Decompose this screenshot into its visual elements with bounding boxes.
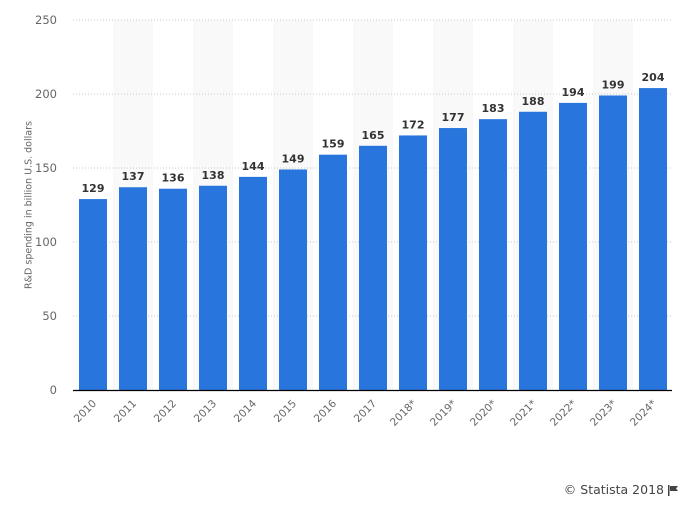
- bar[interactable]: [319, 154, 347, 390]
- x-tick-label: 2019*: [428, 398, 459, 429]
- copyright-text[interactable]: © Statista 2018: [563, 482, 664, 497]
- bar[interactable]: [639, 88, 667, 390]
- y-tick-label: 50: [42, 309, 57, 323]
- y-tick-label: 0: [50, 383, 57, 397]
- y-tick-label: 250: [35, 13, 57, 27]
- y-axis-label: R&D spending in billion U.S. dollars: [23, 121, 35, 289]
- x-tick-label: 2018*: [388, 398, 419, 429]
- bar-value-label: 194: [562, 86, 585, 99]
- bar[interactable]: [479, 119, 507, 390]
- bar-value-label: 138: [202, 169, 225, 182]
- bar-value-label: 149: [282, 152, 305, 165]
- flag-icon[interactable]: [668, 484, 678, 496]
- y-tick-label: 150: [35, 161, 57, 175]
- bar-value-label: 165: [362, 129, 385, 142]
- x-tick-label: 2022*: [548, 398, 579, 429]
- x-tick-label: 2023*: [588, 398, 619, 429]
- bar-value-label: 144: [242, 160, 265, 173]
- x-tick-label: 2014: [232, 397, 260, 425]
- bar-value-label: 199: [602, 78, 625, 91]
- bar[interactable]: [119, 187, 147, 390]
- bar-value-label: 136: [162, 172, 185, 185]
- bar-value-label: 188: [522, 95, 545, 108]
- x-tick-label: 2015: [272, 398, 299, 425]
- bar[interactable]: [359, 145, 387, 390]
- y-tick-label: 200: [35, 87, 57, 101]
- x-tick-label: 2024*: [628, 398, 659, 429]
- bar[interactable]: [79, 199, 107, 390]
- bar[interactable]: [399, 135, 427, 390]
- x-tick-label: 2012: [152, 398, 179, 425]
- x-tick-label: 2021*: [508, 398, 539, 429]
- x-tick-label: 2011: [112, 398, 139, 425]
- bar-value-label: 183: [482, 102, 505, 115]
- bar[interactable]: [599, 95, 627, 390]
- bar-value-label: 129: [82, 182, 105, 195]
- x-tick-label: 2013: [192, 398, 219, 425]
- x-tick-label: 2020*: [468, 398, 499, 429]
- bar[interactable]: [199, 185, 227, 390]
- statista-credit: © Statista 2018: [564, 482, 678, 497]
- bar-value-label: 159: [322, 138, 345, 151]
- bar[interactable]: [279, 169, 307, 390]
- bar[interactable]: [439, 128, 467, 391]
- y-tick-label: 100: [35, 235, 57, 249]
- x-tick-label: 2016: [312, 397, 340, 425]
- bar-value-label: 172: [402, 118, 425, 131]
- bar[interactable]: [519, 111, 547, 390]
- bar[interactable]: [159, 188, 187, 390]
- bar[interactable]: [559, 102, 587, 390]
- bar-value-label: 177: [442, 111, 465, 124]
- bar[interactable]: [239, 176, 267, 390]
- x-tick-label: 2010: [72, 398, 99, 425]
- bar-value-label: 204: [642, 71, 665, 84]
- x-tick-label: 2017: [352, 398, 379, 425]
- bar-value-label: 137: [122, 170, 145, 183]
